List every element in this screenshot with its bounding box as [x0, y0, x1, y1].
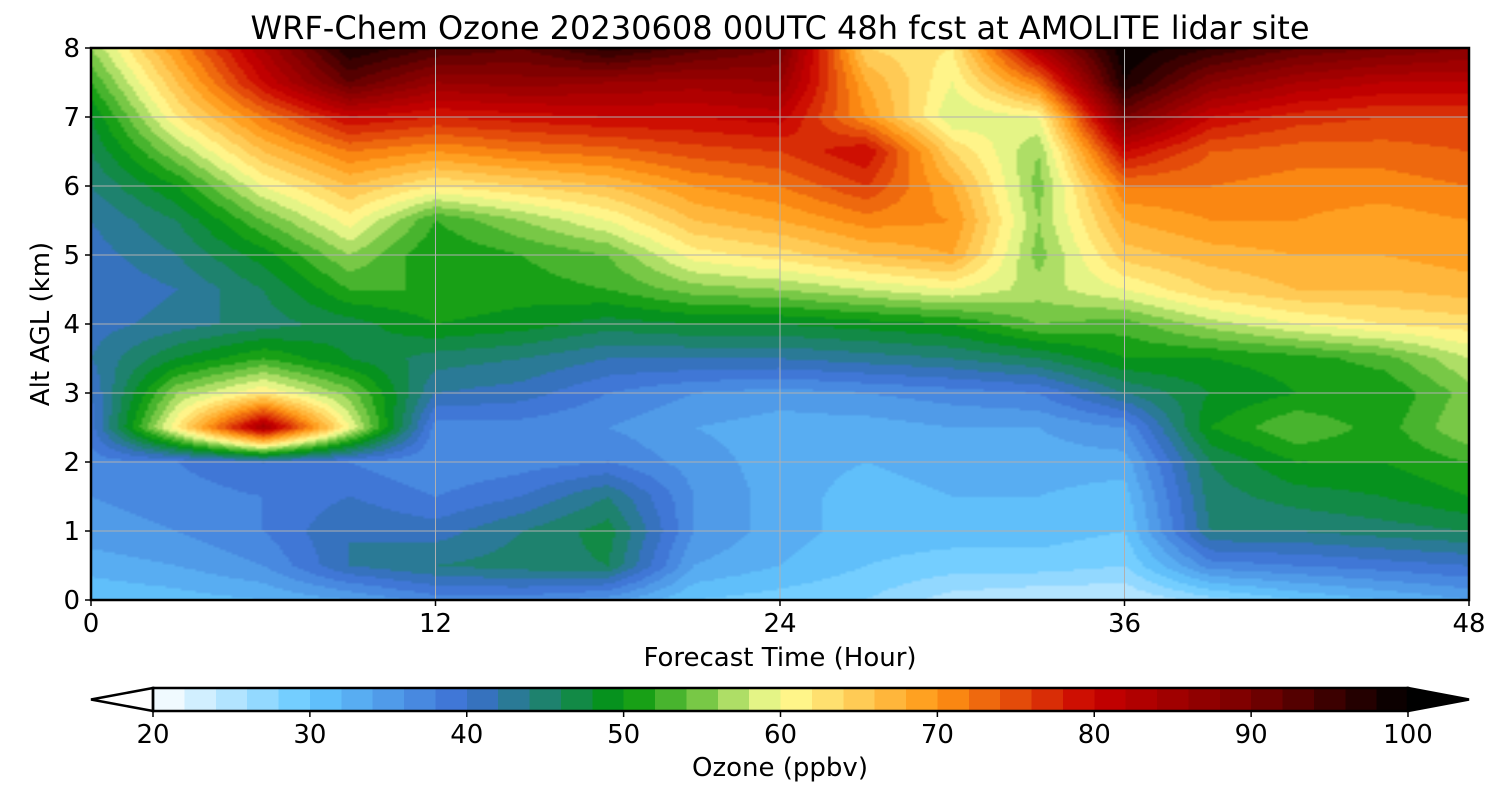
colorbar-tick-label: 80	[1078, 720, 1111, 750]
colorbar-tick-label: 50	[607, 720, 640, 750]
colorbar-high-extension	[1406, 686, 1470, 713]
chart-title: WRF-Chem Ozone 20230608 00UTC 48h fcst a…	[250, 9, 1309, 47]
colorbar: 20 30 40 50 60 70 80 90 100	[90, 686, 1470, 750]
colorbar-tick-label: 70	[921, 720, 954, 750]
y-axis: 0 1 2 3 4 5 6 7 8	[63, 34, 91, 616]
colorbar-tick-label: 20	[136, 720, 169, 750]
y-tick-label: 6	[63, 172, 80, 202]
y-tick-label: 1	[63, 517, 80, 547]
x-tick-label: 0	[83, 609, 100, 639]
y-axis-label: Alt AGL (km)	[26, 242, 56, 406]
y-tick-label: 3	[63, 379, 80, 409]
y-tick-label: 7	[63, 103, 80, 133]
colorbar-scale	[153, 688, 1408, 711]
y-tick-label: 4	[63, 310, 80, 340]
y-tick-label: 8	[63, 34, 80, 64]
y-tick-label: 5	[63, 241, 80, 271]
colorbar-ticks: 20 30 40 50 60 70 80 90 100	[136, 711, 1433, 750]
colorbar-low-extension	[90, 686, 155, 713]
colorbar-tick-label: 90	[1235, 720, 1268, 750]
colorbar-tick-label: 100	[1383, 720, 1433, 750]
colorbar-label: Ozone (ppbv)	[692, 753, 868, 783]
x-axis: 0 12 24 36 48	[83, 600, 1486, 639]
x-axis-label: Forecast Time (Hour)	[643, 643, 916, 673]
colorbar-tick-label: 40	[450, 720, 483, 750]
x-tick-label: 12	[419, 609, 452, 639]
y-tick-label: 0	[63, 586, 80, 616]
colorbar-tick-label: 60	[764, 720, 797, 750]
x-tick-label: 36	[1108, 609, 1141, 639]
y-tick-label: 2	[63, 448, 80, 478]
x-tick-label: 48	[1452, 609, 1485, 639]
plot-area	[89, 46, 1471, 602]
colorbar-tick-label: 30	[293, 720, 326, 750]
x-tick-label: 24	[763, 609, 796, 639]
